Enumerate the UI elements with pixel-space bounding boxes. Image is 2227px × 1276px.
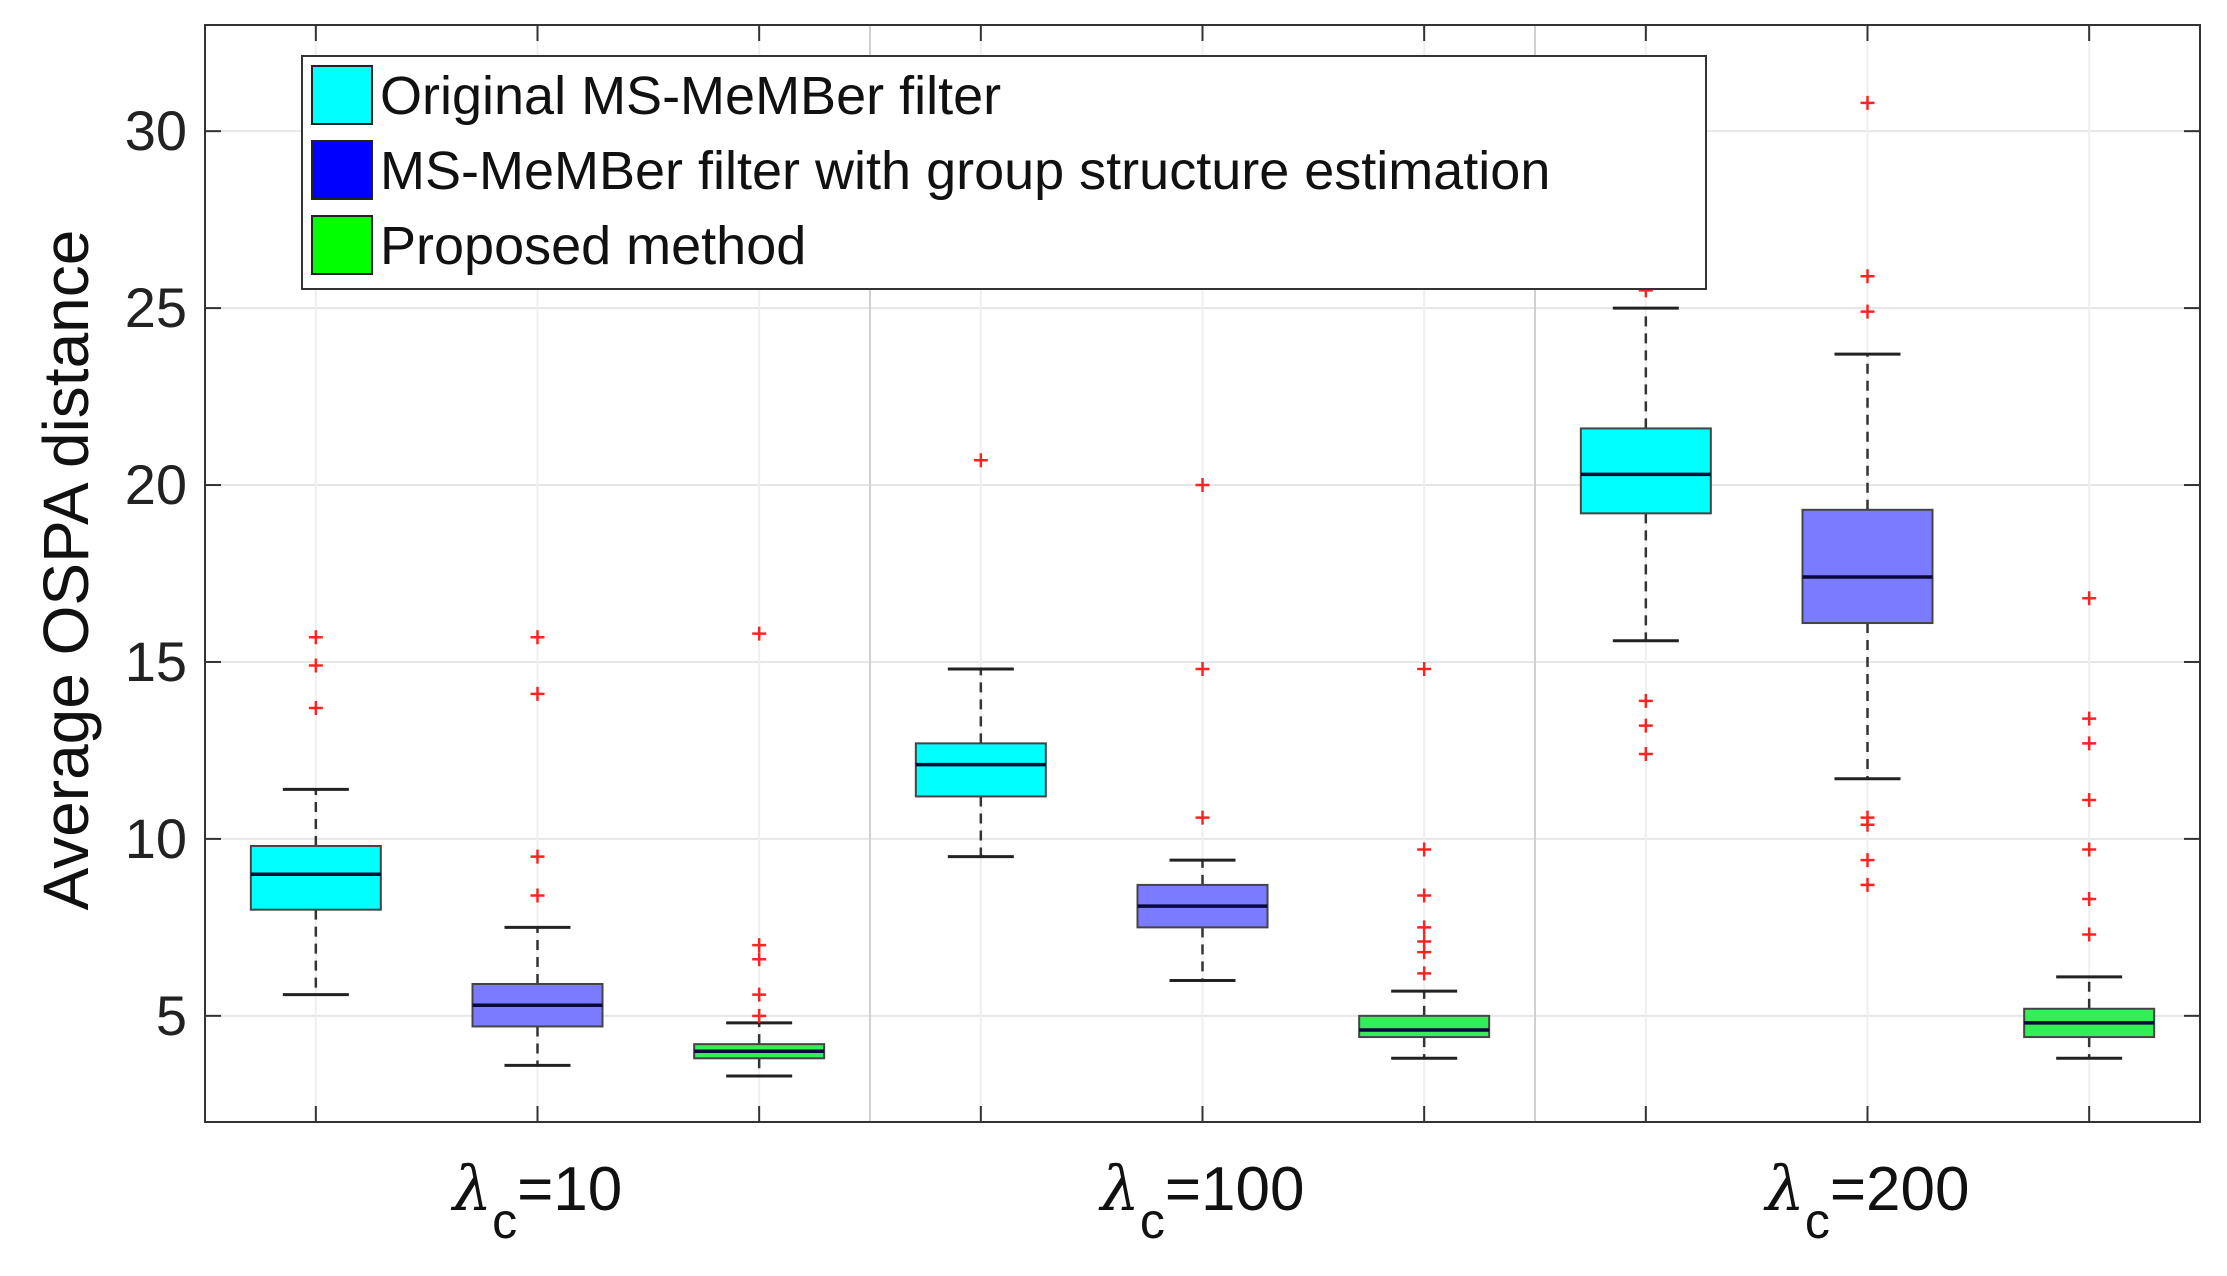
legend-entry-label: Original MS-MeMBer filter [380,66,1001,126]
iqr-box [1801,508,1934,625]
outlier-marker [308,700,323,715]
outlier-marker [752,952,767,967]
iqr-box [1579,427,1712,515]
outlier-marker [1638,718,1653,733]
outlier-marker [1860,810,1875,825]
legend-swatch [311,65,373,125]
outlier-marker [1860,877,1875,892]
outlier-marker [752,938,767,953]
outlier-marker [752,1008,767,1023]
outlier-marker [1860,269,1875,284]
box-plot-1-group-3 [1579,255,1712,761]
plot-frame [204,24,2201,1123]
outlier-marker [2082,927,2097,942]
outlier-marker [2082,892,2097,907]
x-category-label: λc=10 [450,1152,622,1249]
lambda-value: =200 [1830,1155,1970,1224]
outlier-marker [1417,966,1432,981]
x-category-label: λc=200 [1763,1152,1970,1249]
outlier-marker [752,987,767,1002]
box-plot-1-group-2 [914,453,1047,859]
outlier-marker [2082,842,2097,857]
outlier-marker [752,626,767,641]
legend-box [301,55,1707,290]
legend-entry-label: MS-MeMBer filter with group structure es… [380,141,1550,201]
outlier-marker [2082,711,2097,726]
outlier-marker [2082,591,2097,606]
outlier-marker [1417,920,1432,935]
y-tick-label: 5 [156,984,187,1047]
legend-swatch [311,140,373,200]
lambda-subscript: c [1805,1193,1830,1249]
outlier-marker [1195,478,1210,493]
y-tick-label: 15 [125,630,187,693]
lambda-subscript: c [1140,1193,1165,1249]
y-tick-label: 25 [125,276,187,339]
outlier-marker [530,630,545,645]
box-plot-3-group-2 [1358,662,1491,1060]
box-plot-1-group-1 [249,630,382,997]
box-plot-2-group-2 [1136,478,1269,982]
lambda-symbol: λ [1098,1152,1140,1225]
outlier-marker [1860,95,1875,110]
outlier-marker [308,658,323,673]
outlier-marker [1417,934,1432,949]
outlier-marker [2082,736,2097,751]
outlier-marker [530,888,545,903]
outlier-marker [1860,304,1875,319]
legend-entry-label: Proposed method [380,216,806,276]
box-plot-2-group-1 [471,630,604,1067]
x-category-label: λc=100 [1098,1152,1305,1249]
outlier-marker [1195,810,1210,825]
lambda-symbol: λ [1763,1152,1805,1225]
y-tick-label: 10 [125,807,187,870]
outlier-marker [1417,662,1432,677]
outlier-marker [530,849,545,864]
lambda-symbol: λ [450,1152,492,1225]
outlier-marker [1638,746,1653,761]
box-plot-2-group-3 [1801,95,1934,892]
outlier-marker [1638,693,1653,708]
lambda-subscript: c [492,1193,517,1249]
outlier-marker [973,453,988,468]
outlier-marker [2082,792,2097,807]
y-tick-label: 30 [125,99,187,162]
box-plot-3-group-3 [2023,591,2156,1060]
box-layer [249,95,2156,1078]
outlier-marker [308,630,323,645]
outlier-marker [530,686,545,701]
y-tick-label: 20 [125,453,187,516]
iqr-box [249,844,382,911]
outlier-marker [1195,662,1210,677]
lambda-value: =10 [517,1155,622,1224]
outlier-marker [1860,853,1875,868]
iqr-box [914,742,1047,798]
legend-swatch [311,215,373,275]
y-axis-label: Average OSPA distance [30,230,102,911]
outlier-marker [1417,888,1432,903]
legend: Original MS-MeMBer filter MS-MeMBer filte… [301,55,1707,290]
lambda-value: =100 [1165,1155,1305,1224]
outlier-marker [1417,842,1432,857]
iqr-box [1358,1014,1491,1039]
box-plot-3-group-1 [693,626,826,1078]
